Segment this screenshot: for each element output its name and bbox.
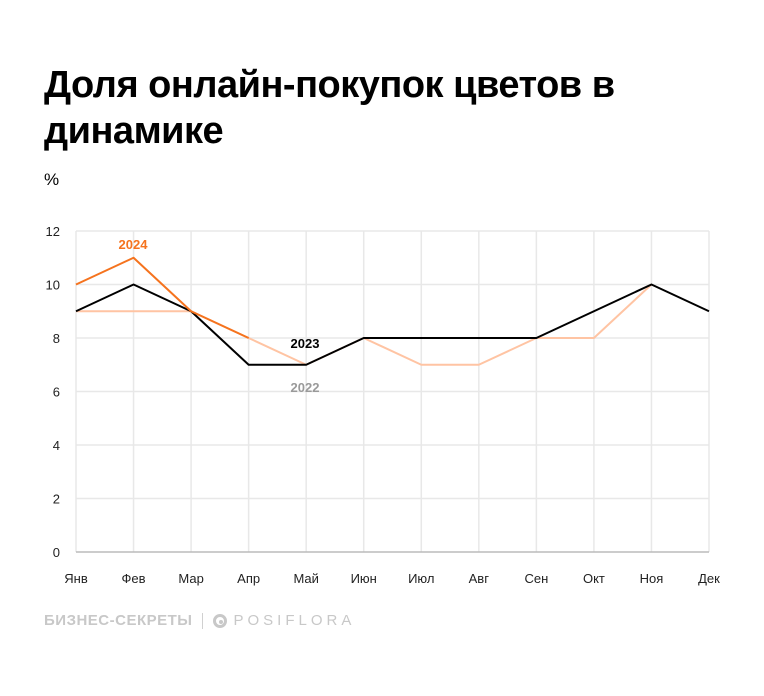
x-tick-label: Апр: [237, 571, 260, 586]
y-tick-label: 6: [53, 385, 60, 400]
y-tick-label: 12: [46, 224, 60, 239]
brand-posiflora: POSIFLORA: [213, 612, 355, 629]
x-tick-label: Фев: [122, 571, 146, 586]
footer: БИЗНЕС-СЕКРЕТЫ POSIFLORA: [44, 612, 355, 629]
x-tick-label: Июн: [351, 571, 377, 586]
y-tick-label: 2: [53, 492, 60, 507]
x-tick-label: Дек: [698, 571, 720, 586]
x-tick-label: Май: [293, 571, 318, 586]
x-tick-label: Авг: [469, 571, 490, 586]
brand-posiflora-text: POSIFLORA: [233, 612, 356, 629]
divider: [202, 612, 204, 629]
x-tick-label: Ноя: [640, 571, 664, 586]
y-tick-label: 4: [53, 438, 60, 453]
x-tick-label: Июл: [408, 571, 434, 586]
series-label-2022: 2022: [291, 380, 320, 395]
x-tick-label: Окт: [583, 571, 605, 586]
series-label-2024: 2024: [119, 237, 149, 252]
series-label-2023: 2023: [291, 336, 320, 351]
x-tick-label: Сен: [524, 571, 548, 586]
y-tick-label: 10: [46, 278, 60, 293]
series-line-2024: [75, 256, 250, 339]
series-line-2023: [75, 283, 710, 366]
y-axis-label: %: [44, 170, 60, 189]
y-tick-label: 8: [53, 331, 60, 346]
x-tick-label: Янв: [64, 571, 88, 586]
line-chart: Янв Фев Мар Апр Май Июн Июл Авг Сен Окт Ноя Дек 0 2 4 6…: [46, 224, 721, 586]
y-tick-label: 0: [53, 545, 60, 560]
chart-title: Доля онлайн-покупок цветов в динамике: [44, 64, 615, 152]
x-tick-label: Мар: [178, 571, 203, 586]
posiflora-logo-icon: [213, 613, 228, 628]
brand-biznes-sekrety: БИЗНЕС-СЕКРЕТЫ: [44, 612, 193, 629]
